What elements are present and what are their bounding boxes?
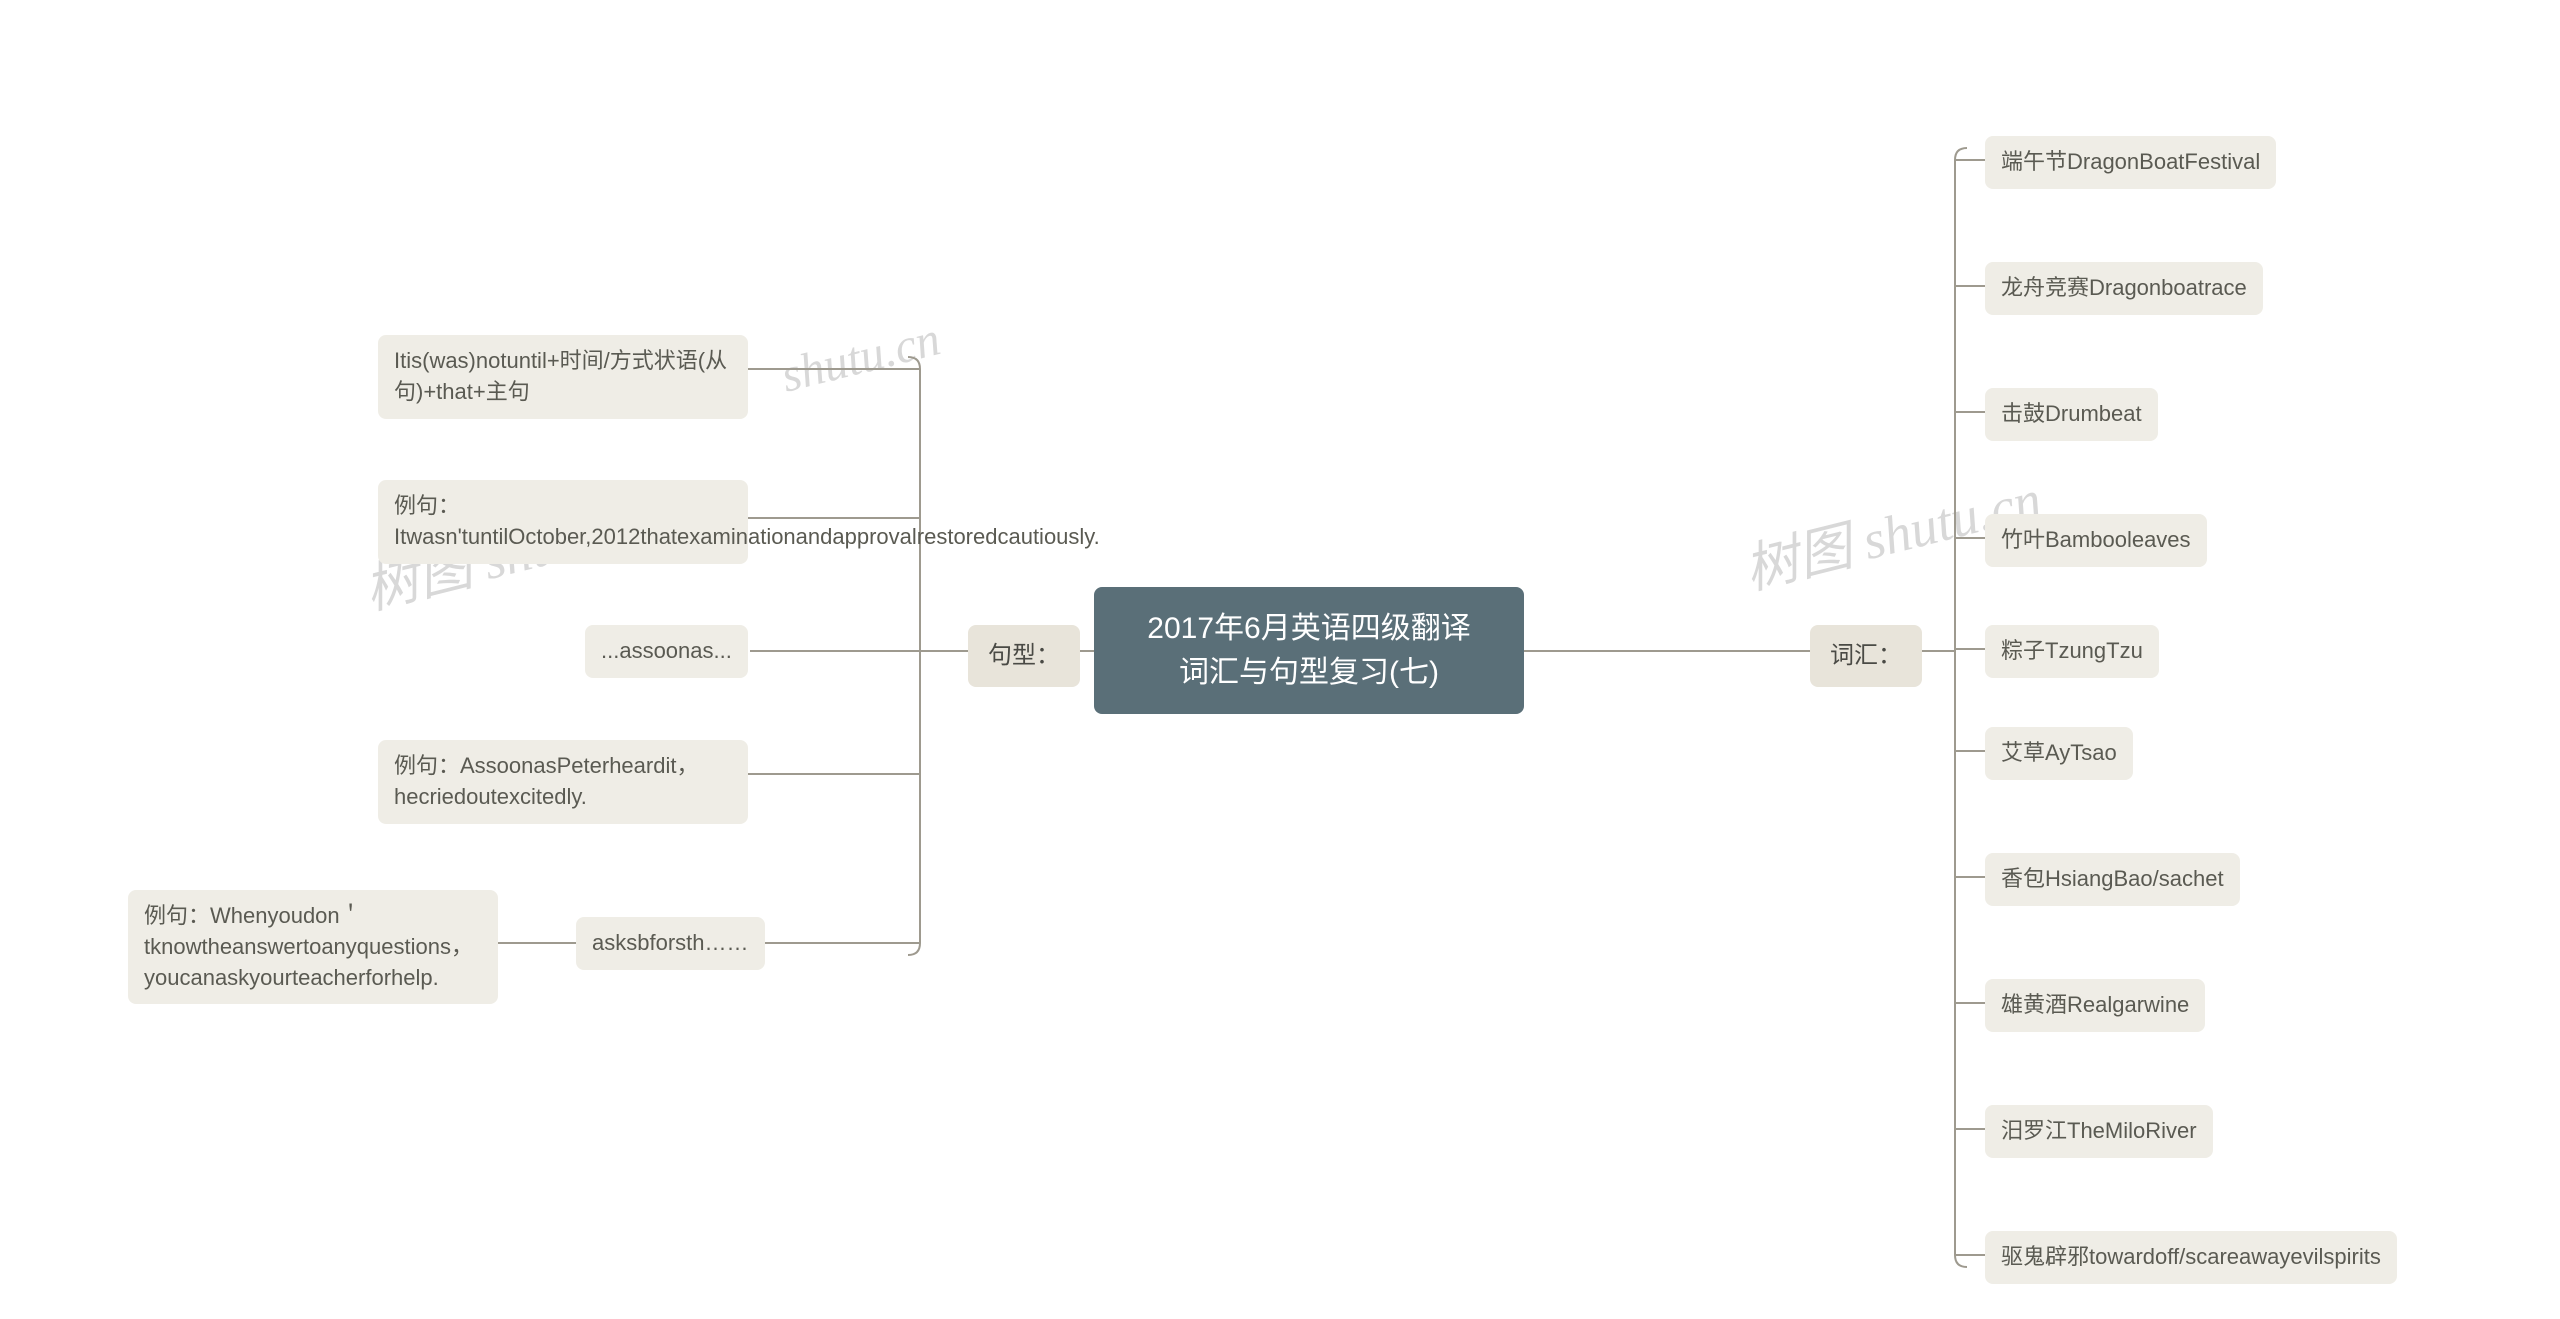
right-node-2: 龙舟竞赛Dragonboatrace: [1985, 262, 2263, 315]
right-node-8: 雄黄酒Realgarwine: [1985, 979, 2205, 1032]
left-node-4: 例句：AssoonasPeterheardit，hecriedoutexcite…: [378, 740, 748, 824]
left-node-2: 例句：Itwasn'tuntilOctober,2012thatexaminat…: [378, 480, 748, 564]
root-line1: 2017年6月英语四级翻译: [1122, 607, 1496, 651]
watermark-3: shutu.cn: [776, 311, 946, 403]
right-node-3: 击鼓Drumbeat: [1985, 388, 2158, 441]
left-node-1: Itis(was)notuntil+时间/方式状语(从句)+that+主句: [378, 335, 748, 419]
right-node-7: 香包HsiangBao/sachet: [1985, 853, 2240, 906]
right-node-10: 驱鬼辟邪towardoff/scareawayevilspirits: [1985, 1231, 2397, 1284]
right-node-5: 粽子TzungTzu: [1985, 625, 2159, 678]
branch-vocabulary: 词汇：: [1810, 625, 1922, 687]
right-node-1: 端午节DragonBoatFestival: [1985, 136, 2276, 189]
left-node-3: ...assoonas...: [585, 625, 748, 678]
right-node-9: 汨罗江TheMiloRiver: [1985, 1105, 2213, 1158]
left-node-5-child: 例句：Whenyoudon＇tknowtheanswertoanyquestio…: [128, 890, 498, 1004]
left-node-5: asksbforsth……: [576, 917, 765, 970]
branch-sentence-patterns: 句型：: [968, 625, 1080, 687]
root-node: 2017年6月英语四级翻译 词汇与句型复习(七): [1094, 587, 1524, 714]
right-node-6: 艾草AyTsao: [1985, 727, 2133, 780]
right-node-4: 竹叶Bambooleaves: [1985, 514, 2207, 567]
root-line2: 词汇与句型复习(七): [1122, 651, 1496, 695]
